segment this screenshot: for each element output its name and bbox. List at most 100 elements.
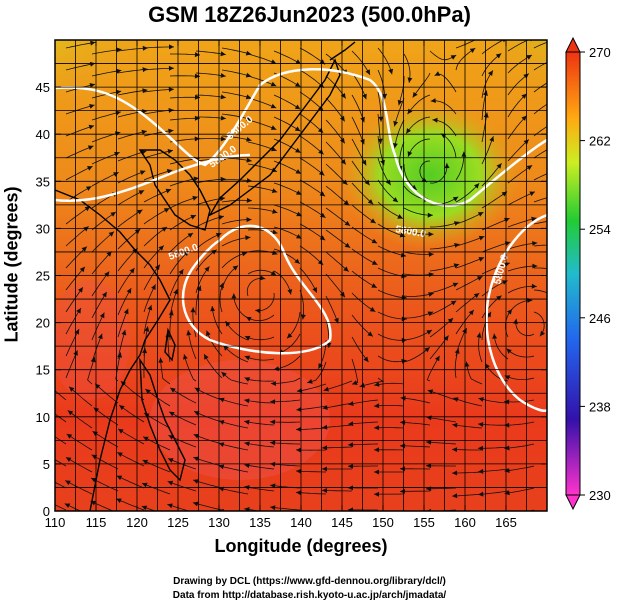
streamline — [400, 513, 430, 514]
streamline-arrow — [115, 89, 122, 95]
streamline — [299, 69, 325, 89]
y-tick-label: 15 — [36, 363, 50, 378]
streamline — [455, 211, 484, 225]
colorbar-tick-label: 238 — [589, 399, 611, 414]
streamline — [244, 420, 275, 426]
streamline-arrow — [67, 410, 74, 416]
streamline — [167, 503, 191, 511]
streamline-arrow — [462, 328, 467, 334]
streamline — [91, 111, 121, 121]
streamline — [351, 270, 378, 289]
streamline-arrow — [193, 479, 199, 484]
y-tick-label: 30 — [36, 221, 50, 236]
streamline — [64, 503, 82, 511]
streamline-arrow — [116, 68, 122, 74]
streamline-arrow — [554, 76, 560, 81]
streamline-arrow — [323, 386, 329, 392]
streamline-arrow — [370, 218, 376, 224]
streamline-arrow — [246, 157, 252, 163]
streamline-arrow — [118, 428, 124, 434]
colorbar: 230 238 246 254 262 270 — [565, 36, 611, 511]
streamline — [247, 53, 277, 65]
streamline-arrow — [450, 55, 457, 60]
streamline-arrow — [478, 397, 484, 402]
streamline — [65, 41, 96, 49]
streamline-arrow — [246, 115, 252, 121]
streamline-arrow — [151, 284, 156, 290]
streamline — [55, 504, 67, 511]
colorbar-max-arrow — [565, 36, 581, 53]
streamline-arrow — [407, 108, 413, 115]
streamline — [142, 459, 171, 473]
streamline-arrow — [43, 380, 48, 385]
streamline-arrow — [348, 401, 354, 406]
colorbar-tick-label: 262 — [589, 134, 611, 149]
streamline-arrow — [134, 229, 141, 234]
contour-5800-high — [181, 224, 332, 355]
streamline — [481, 241, 511, 253]
streamline-arrow — [168, 87, 174, 92]
streamline-arrow — [271, 250, 278, 255]
streamline — [160, 357, 171, 385]
streamline-arrow — [486, 311, 492, 318]
streamline — [143, 245, 165, 269]
streamline-arrow — [270, 505, 276, 511]
streamline-arrow — [504, 490, 510, 496]
streamline-arrow — [186, 330, 192, 336]
streamline-arrow — [244, 377, 251, 382]
streamline-arrow — [89, 83, 95, 88]
streamline-arrow — [523, 73, 529, 79]
streamline — [299, 245, 324, 266]
streamline-arrow — [65, 480, 71, 486]
streamline-arrow — [206, 330, 211, 337]
streamline-arrow — [452, 470, 458, 476]
streamline-arrow — [554, 143, 560, 148]
streamline-arrow — [452, 422, 458, 428]
streamline-arrow — [218, 215, 224, 220]
colorbar-tick-label: 230 — [589, 488, 611, 503]
coastlines — [55, 41, 356, 511]
streamline-arrow — [478, 445, 483, 451]
streamline-arrow — [218, 420, 225, 425]
streamline-arrow — [39, 497, 45, 502]
streamline-arrow — [400, 511, 405, 516]
streamline — [377, 113, 382, 144]
streamline — [90, 500, 115, 511]
streamline — [117, 329, 126, 360]
streamline — [454, 348, 459, 379]
streamline-arrow — [526, 165, 533, 171]
streamline-arrow — [270, 125, 277, 130]
streamline-arrow — [121, 329, 127, 336]
streamline — [299, 113, 324, 134]
streamline-arrow — [64, 503, 71, 508]
streamline — [373, 405, 405, 407]
taiwan-coast — [164, 327, 176, 362]
x-tick-label: 140 — [290, 515, 312, 530]
streamline-arrow — [362, 93, 367, 100]
streamline-arrow — [167, 480, 174, 486]
streamline-arrow — [426, 439, 432, 445]
streamline — [405, 116, 431, 134]
streamline-arrow — [194, 94, 200, 100]
streamline-arrow — [432, 117, 438, 123]
streamline — [478, 397, 509, 404]
streamline-arrow — [492, 333, 498, 339]
streamline-arrow — [407, 151, 413, 157]
streamline-arrow — [318, 363, 323, 369]
streamline — [91, 251, 112, 275]
streamline-arrow — [169, 411, 175, 417]
streamline-arrow — [521, 93, 527, 99]
streamline-arrow — [168, 310, 174, 316]
streamline-arrow — [557, 192, 562, 197]
streamline-arrow — [244, 441, 250, 447]
x-axis-label: Longitude (degrees) — [214, 536, 388, 556]
streamline-arrow — [478, 514, 483, 519]
colorbar-min-arrow — [565, 494, 581, 511]
x-tick-label: 145 — [331, 515, 353, 530]
y-axis-label: Latitude (degrees) — [1, 186, 22, 343]
streamline — [195, 72, 226, 77]
streamline — [143, 67, 174, 71]
streamline-arrow — [532, 263, 538, 269]
streamline — [507, 40, 529, 52]
streamline — [65, 328, 80, 357]
